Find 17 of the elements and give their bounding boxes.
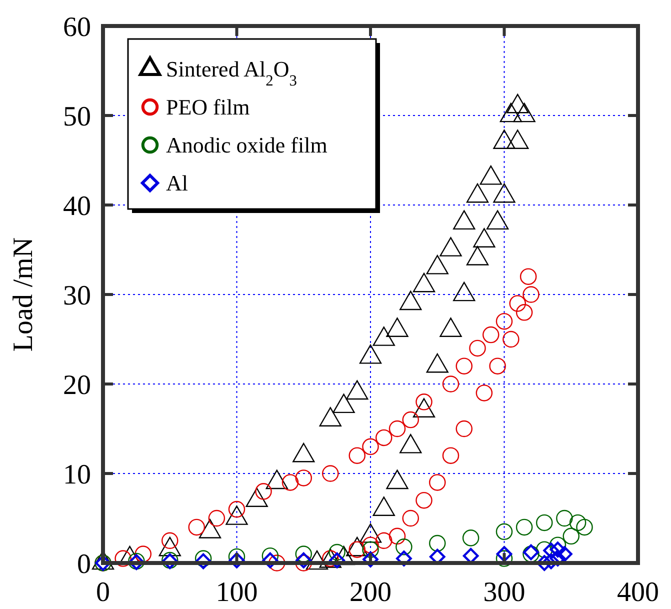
legend-label: Al <box>166 170 188 196</box>
legend-label: Sintered Al$_{2}$O$_{3}$ <box>166 56 298 90</box>
y-tick-label: 60 <box>63 12 91 43</box>
legend-label: PEO film <box>166 94 250 120</box>
y-tick-label: 20 <box>63 370 91 401</box>
x-tick-label: 200 <box>350 577 392 608</box>
x-tick-label: 300 <box>483 577 526 608</box>
legend-label: Anodic oxide film <box>166 132 328 158</box>
y-tick-label: 10 <box>63 459 91 490</box>
y-tick-label: 0 <box>77 548 91 580</box>
y-tick-label: 50 <box>63 101 91 132</box>
x-tick-label: 100 <box>216 577 258 608</box>
x-tick-label: 0 <box>96 577 110 608</box>
y-tick-label: 40 <box>63 190 91 222</box>
y-tick-label: 30 <box>63 280 91 312</box>
x-tick-label: 400 <box>617 577 659 608</box>
y-axis-title: Load /mN <box>8 237 39 352</box>
